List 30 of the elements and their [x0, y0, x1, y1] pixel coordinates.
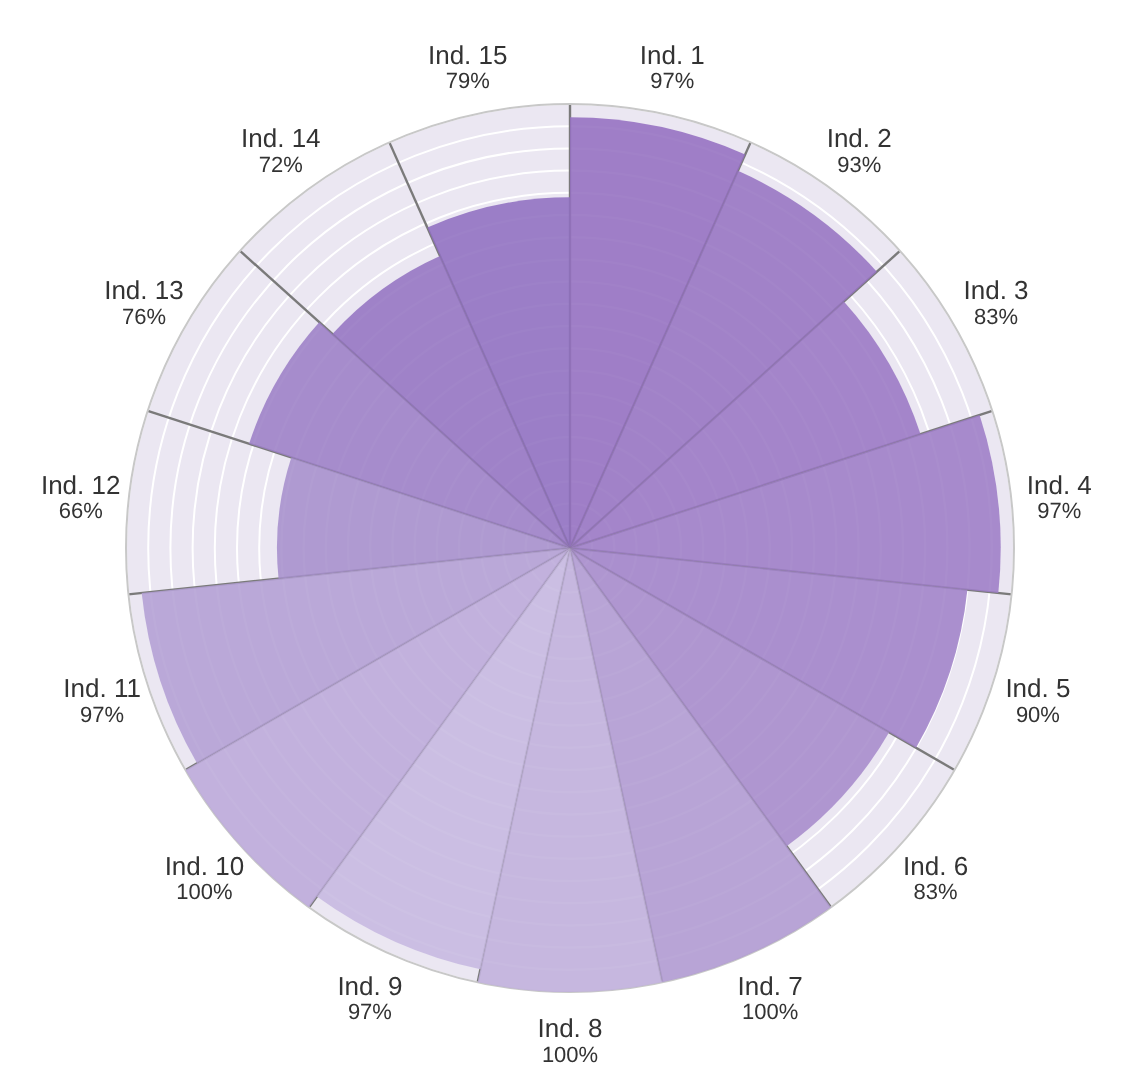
data-label: 72% [258, 153, 304, 178]
data-label: 76% [121, 305, 167, 330]
category-label: Ind. 6 [903, 850, 969, 881]
data-label: 83% [913, 880, 959, 905]
data-label: 90% [1015, 703, 1061, 728]
category-label: Ind. 12 [40, 469, 121, 500]
category-label: Ind. 5 [1005, 673, 1071, 704]
data-label: 100% [176, 880, 233, 905]
data-label: 100% [741, 1001, 799, 1026]
data-label: 97% [1037, 500, 1082, 525]
category-label: Ind. 7 [737, 970, 803, 1001]
category-label: Ind. 1 [639, 40, 705, 71]
category-label: Ind. 3 [963, 275, 1029, 306]
category-label: Ind. 15 [427, 40, 508, 71]
category-label: Ind. 10 [164, 850, 245, 881]
category-label: Ind. 9 [337, 970, 403, 1001]
data-label: 79% [445, 70, 491, 95]
category-label: Ind. 13 [104, 275, 184, 306]
category-label: Ind. 4 [1026, 469, 1092, 500]
data-label: 83% [974, 305, 1019, 330]
category-label: Ind. 2 [826, 123, 892, 154]
data-label: 97% [80, 703, 125, 728]
data-label: 66% [58, 500, 104, 525]
category-label: Ind. 8 [537, 1013, 603, 1044]
data-label: 97% [650, 70, 695, 95]
data-label: 100% [541, 1043, 599, 1068]
category-label: Ind. 14 [241, 123, 321, 154]
data-label: 93% [837, 153, 882, 178]
category-label: Ind. 11 [63, 673, 141, 704]
data-label: 97% [347, 1001, 393, 1026]
